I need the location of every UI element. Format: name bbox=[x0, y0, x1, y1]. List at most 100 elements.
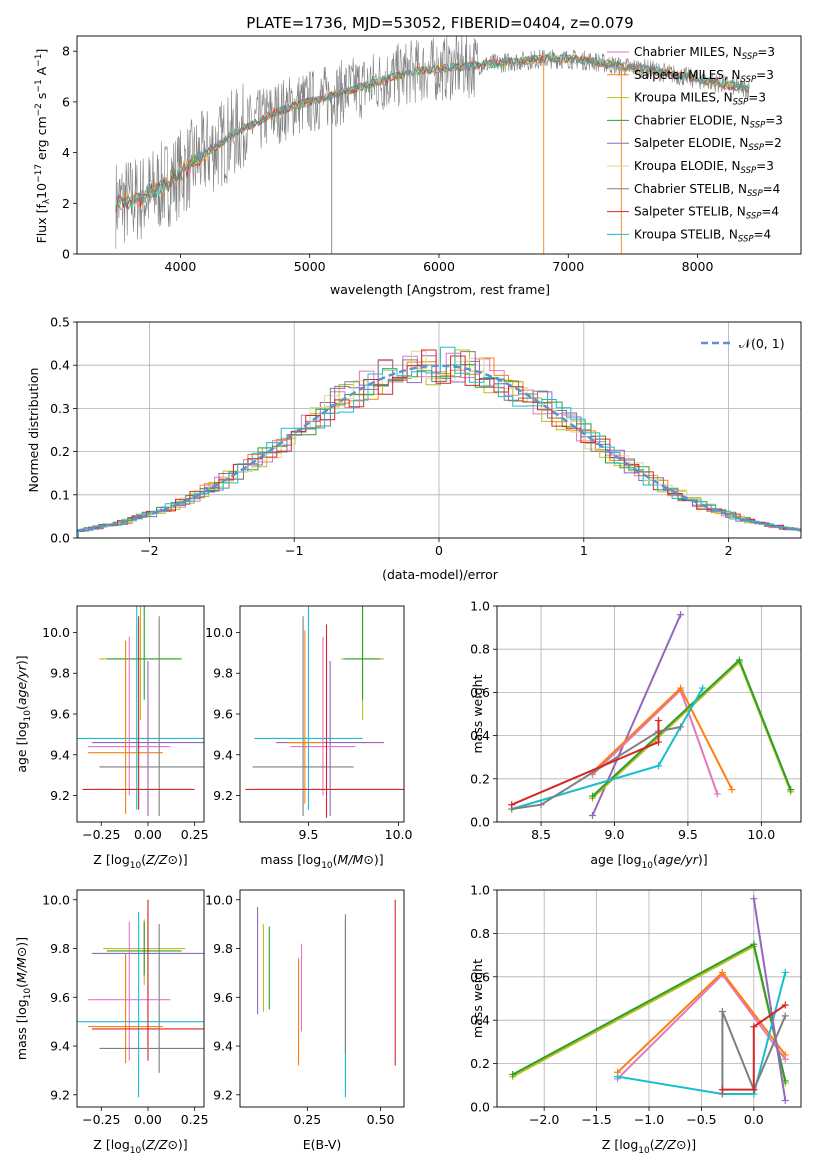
series-line-salpeter-elodie bbox=[752, 898, 787, 1101]
point-marker-chabrier-elodie bbox=[750, 940, 758, 948]
axes-frame bbox=[76, 321, 802, 539]
x-tick-label: 8.5 bbox=[531, 827, 551, 842]
point-marker-salpeter-elodie bbox=[677, 611, 685, 619]
x-axis-label: age [log10(age/yr)] bbox=[590, 852, 707, 871]
histogram-kroupa-elodie bbox=[77, 350, 801, 538]
x-tick-label: 9.5 bbox=[678, 827, 698, 842]
x-tick-label: 2 bbox=[725, 543, 733, 558]
point-marker-chabrier-miles bbox=[713, 790, 721, 798]
y-tick-label: 9.8 bbox=[213, 666, 233, 681]
x-tick-label: 9.5 bbox=[299, 827, 319, 842]
y-tick-label: 2 bbox=[62, 196, 70, 211]
point-marker-chabrier-elodie bbox=[509, 1070, 517, 1078]
x-tick-label: −1.5 bbox=[581, 1112, 611, 1127]
point-marker-salpeter-stelib bbox=[781, 1001, 789, 1009]
y-tick-label: 0.0 bbox=[470, 815, 490, 830]
series-line-kroupa-stelib bbox=[617, 972, 787, 1095]
legend-label-chabrier-elodie: Chabrier ELODIE, NSSP=3 bbox=[634, 113, 783, 130]
figure-title: PLATE=1736, MJD=53052, FIBERID=0404, z=0… bbox=[246, 14, 633, 32]
y-tick-label: 9.4 bbox=[50, 1039, 70, 1054]
y-tick-label: 0 bbox=[62, 247, 70, 262]
point-marker-kroupa-stelib bbox=[781, 968, 789, 976]
y-tick-label: 9.6 bbox=[213, 990, 233, 1005]
point-marker-salpeter-elodie bbox=[781, 1096, 789, 1104]
x-tick-label: 0.25 bbox=[293, 1112, 321, 1127]
histogram-kroupa-stelib bbox=[77, 346, 801, 538]
plot-area bbox=[77, 606, 204, 816]
x-tick-label: 8000 bbox=[682, 259, 714, 274]
y-tick-label: 9.4 bbox=[213, 1039, 233, 1054]
plot-area bbox=[508, 611, 795, 820]
y-tick-label: 9.8 bbox=[50, 941, 70, 956]
y-tick-label: 0.8 bbox=[470, 926, 490, 941]
y-axis-label: Flux [fλ10−17 erg cm−2 s−1 A−1] bbox=[34, 49, 52, 244]
point-marker-salpeter-stelib bbox=[655, 716, 663, 724]
y-tick-label: 0.2 bbox=[50, 444, 70, 459]
legend-label-kroupa-miles: Kroupa MILES, NSSP=3 bbox=[634, 91, 766, 108]
y-axis-label: mass [log10(M/M⊙)] bbox=[14, 937, 33, 1060]
residuals-panel: −2 −1 0 1 2 0.0 0.1 0.2 0.3 0.4 0.5 𝒩(0, 1) (data-mo… bbox=[26, 315, 802, 582]
legend-label-kroupa-stelib: Kroupa STELIB, NSSP=4 bbox=[634, 227, 771, 244]
x-axis-label: (data-model)/error bbox=[382, 567, 499, 582]
y-tick-label: 0.1 bbox=[50, 487, 70, 502]
z-vs-age-panel: −0.25 0.00 0.25 9.2 9.4 9.6 9.8 10.0 Z [log10(Z/… bbox=[14, 605, 209, 871]
spectrum-panel: 4000 5000 6000 7000 8000 0 2 4 6 8 Chabrier MILES,… bbox=[34, 35, 802, 297]
x-tick-label: 10.0 bbox=[747, 827, 775, 842]
y-tick-label: 0.2 bbox=[470, 1056, 490, 1071]
axes-frame bbox=[496, 605, 802, 823]
plot-area bbox=[77, 346, 801, 538]
y-tick-label: 9.2 bbox=[50, 1087, 70, 1102]
y-tick-label: 0.4 bbox=[50, 358, 70, 373]
legend-label-normal: 𝒩(0, 1) bbox=[739, 336, 785, 351]
point-marker-salpeter-miles bbox=[728, 786, 736, 794]
point-marker-salpeter-miles bbox=[718, 968, 726, 976]
point-marker-kroupa-stelib bbox=[699, 684, 707, 692]
histogram-salpeter-stelib bbox=[77, 349, 801, 532]
y-tick-label: 0.2 bbox=[470, 771, 490, 786]
x-tick-label: 0.50 bbox=[367, 1112, 395, 1127]
z-vs-weight-panel: −2.0 −1.5 −1.0 −0.5 0.0 0.0 0.2 0.4 0.6 0.8 1.0 Z [… bbox=[470, 883, 802, 1156]
point-marker-chabrier-elodie bbox=[787, 786, 795, 794]
y-tick-label: 9.2 bbox=[50, 788, 70, 803]
plot-area bbox=[77, 899, 204, 1098]
x-axis-label: E(B-V) bbox=[303, 1137, 342, 1152]
legend-label-chabrier-stelib: Chabrier STELIB, NSSP=4 bbox=[634, 182, 780, 199]
y-tick-label: 4 bbox=[62, 145, 70, 160]
x-tick-label: −1 bbox=[285, 543, 303, 558]
point-marker-salpeter-stelib bbox=[718, 1086, 726, 1094]
y-tick-label: 0.8 bbox=[470, 642, 490, 657]
x-tick-label: −0.25 bbox=[82, 1112, 120, 1127]
point-marker-chabrier-elodie bbox=[735, 656, 743, 664]
histogram-chabrier-stelib bbox=[77, 351, 801, 532]
y-tick-label: 9.8 bbox=[50, 666, 70, 681]
x-tick-label: −2 bbox=[140, 543, 158, 558]
point-marker-salpeter-stelib bbox=[750, 1023, 758, 1031]
point-marker-kroupa-stelib bbox=[655, 762, 663, 770]
age-vs-weight-panel: 8.5 9.0 9.5 10.0 0.0 0.2 0.4 0.6 0.8 1.0 age [log1… bbox=[470, 599, 802, 871]
axes-frame bbox=[76, 605, 205, 823]
y-tick-label: 0.4 bbox=[470, 728, 490, 743]
point-marker-chabrier-elodie bbox=[588, 792, 596, 800]
x-tick-label: 5000 bbox=[294, 259, 326, 274]
model-kroupa-stelib bbox=[115, 53, 749, 209]
y-axis-label: mass weight bbox=[470, 674, 485, 753]
y-axis-label: Normed distribution bbox=[26, 368, 41, 493]
point-marker-chabrier-stelib bbox=[537, 801, 545, 809]
plot-area bbox=[509, 895, 789, 1104]
y-tick-label: 9.4 bbox=[50, 747, 70, 762]
x-tick-label: 0.00 bbox=[134, 827, 162, 842]
x-tick-label: 7000 bbox=[552, 259, 584, 274]
y-tick-label: 6 bbox=[62, 94, 70, 109]
y-tick-label: 9.8 bbox=[213, 941, 233, 956]
y-tick-label: 9.6 bbox=[213, 707, 233, 722]
point-marker-salpeter-elodie bbox=[588, 812, 596, 820]
y-axis-label: mass weight bbox=[470, 959, 485, 1038]
x-tick-label: −0.5 bbox=[686, 1112, 716, 1127]
y-tick-label: 10.0 bbox=[42, 625, 70, 640]
y-tick-label: 9.4 bbox=[213, 747, 233, 762]
axes-frame bbox=[239, 889, 405, 1108]
y-tick-label: 1.0 bbox=[470, 599, 490, 614]
y-tick-label: 0.6 bbox=[470, 685, 490, 700]
y-tick-label: 0.4 bbox=[470, 1013, 490, 1028]
